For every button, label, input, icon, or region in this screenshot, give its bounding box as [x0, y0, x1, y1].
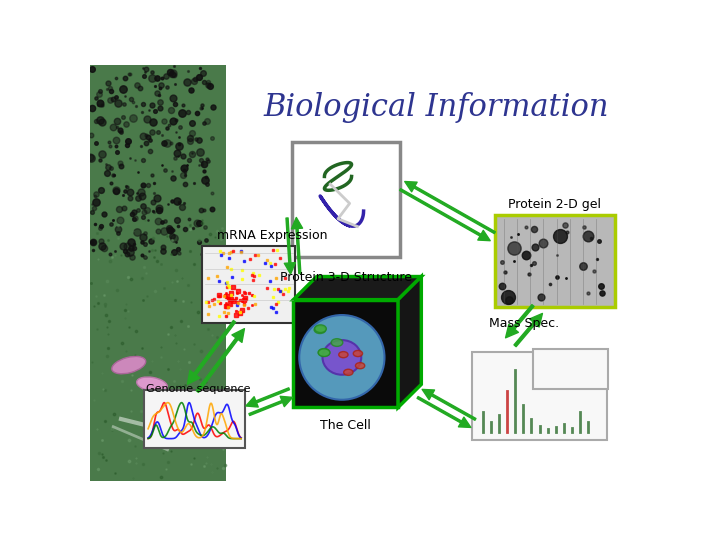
Bar: [294, 300, 398, 408]
Ellipse shape: [356, 362, 365, 369]
Text: Protein 2-D gel: Protein 2-D gel: [508, 198, 601, 211]
Bar: [90, 65, 225, 481]
Polygon shape: [294, 276, 421, 300]
Text: Mass Spec.: Mass Spec.: [489, 317, 559, 330]
FancyArrowPatch shape: [417, 396, 471, 428]
Ellipse shape: [343, 369, 353, 375]
FancyArrowPatch shape: [514, 313, 542, 347]
Bar: [292, 142, 400, 257]
Ellipse shape: [314, 326, 325, 334]
Polygon shape: [398, 276, 421, 408]
FancyArrowPatch shape: [292, 218, 302, 274]
Ellipse shape: [137, 377, 167, 392]
Ellipse shape: [318, 349, 330, 356]
Ellipse shape: [315, 325, 326, 333]
Ellipse shape: [318, 349, 330, 356]
Bar: [495, 215, 615, 307]
FancyArrowPatch shape: [422, 389, 476, 420]
Text: mRNA Expression: mRNA Expression: [217, 229, 328, 242]
FancyArrowPatch shape: [246, 388, 289, 407]
Text: Genome sequence: Genome sequence: [146, 384, 251, 394]
Text: Protein 3-D Structure: Protein 3-D Structure: [280, 271, 412, 284]
Bar: [472, 352, 607, 440]
FancyArrowPatch shape: [197, 329, 244, 393]
Ellipse shape: [331, 339, 343, 346]
FancyArrowPatch shape: [284, 218, 295, 274]
Ellipse shape: [354, 350, 363, 356]
FancyArrowPatch shape: [400, 188, 490, 241]
Bar: [202, 246, 295, 323]
FancyArrowPatch shape: [249, 396, 292, 416]
FancyArrowPatch shape: [405, 181, 495, 234]
Ellipse shape: [300, 315, 384, 400]
FancyArrowPatch shape: [505, 305, 534, 338]
Ellipse shape: [338, 352, 348, 357]
Text: The Cell: The Cell: [320, 419, 372, 432]
Ellipse shape: [323, 340, 361, 375]
Bar: [534, 349, 608, 389]
FancyArrowPatch shape: [187, 320, 235, 384]
Bar: [144, 390, 245, 448]
Ellipse shape: [112, 356, 145, 374]
Text: Biological Information: Biological Information: [264, 92, 608, 123]
